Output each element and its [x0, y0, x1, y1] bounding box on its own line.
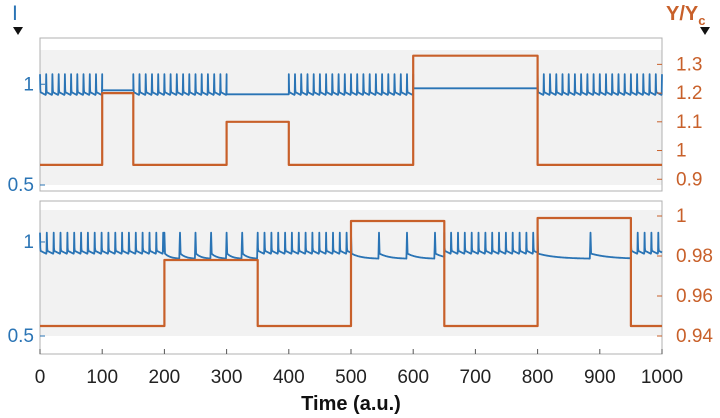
- right-axis-arrow-icon: [700, 27, 710, 35]
- bottom-panel: [39, 200, 663, 355]
- right-axis-label-text: Y/Yc: [666, 3, 705, 28]
- axis-ticks: 0.5 1 0.9 1 1.1 1.2 1.3 0.5 1 0.94 0.96 0.98 1 0 100 20…: [8, 54, 714, 388]
- top-panel: [39, 37, 663, 192]
- top-right-tick-label: 1.1: [676, 112, 702, 133]
- x-tick-label: 900: [584, 367, 616, 388]
- x-tick-label: 0: [35, 367, 46, 388]
- left-axis-label: I: [12, 2, 23, 35]
- top-series-current-line: [39, 73, 663, 96]
- top-plot-area: [40, 50, 662, 185]
- bottom-right-tick-label: 1: [676, 206, 687, 227]
- x-tick-label: 200: [149, 367, 181, 388]
- x-tick-label: 700: [460, 367, 492, 388]
- bottom-left-tick-label: 0.5: [8, 326, 34, 347]
- bottom-right-tick-label: 0.98: [676, 246, 713, 267]
- top-left-tick-label: 1: [23, 74, 34, 95]
- left-axis-label-text: I: [12, 2, 18, 25]
- bottom-marks: [39, 216, 663, 328]
- bottom-right-tick-label: 0.94: [676, 326, 713, 347]
- top-marks: [39, 54, 663, 166]
- top-right-tick-label: 1.3: [676, 54, 702, 75]
- x-tick-label: 500: [335, 367, 367, 388]
- x-tick-label: 600: [397, 367, 429, 388]
- x-tick-label: 400: [273, 367, 305, 388]
- right-axis-label: Y/Yc: [666, 3, 710, 35]
- top-left-tick-label: 0.5: [8, 175, 34, 196]
- bottom-series-y-ratio-line: [40, 216, 662, 328]
- right-axis-label-subscript: c: [698, 13, 705, 28]
- x-tick-label: 800: [522, 367, 554, 388]
- bottom-left-tick-label: 1: [23, 232, 34, 253]
- top-right-tick-label: 1.2: [676, 83, 702, 104]
- left-axis-arrow-icon: [13, 27, 23, 35]
- x-axis-label: Time (a.u.): [301, 393, 401, 415]
- bottom-right-tick-label: 0.96: [676, 286, 713, 307]
- x-tick-label: 100: [86, 367, 118, 388]
- x-tick-label: 300: [211, 367, 243, 388]
- right-axis-label-main: Y/Y: [666, 3, 699, 25]
- top-series-y-ratio-line: [40, 54, 662, 166]
- top-right-tick-label: 1: [676, 141, 687, 162]
- top-right-tick-label: 0.9: [676, 169, 702, 190]
- x-tick-label: 1000: [641, 367, 683, 388]
- top-plot-frame: [39, 37, 663, 192]
